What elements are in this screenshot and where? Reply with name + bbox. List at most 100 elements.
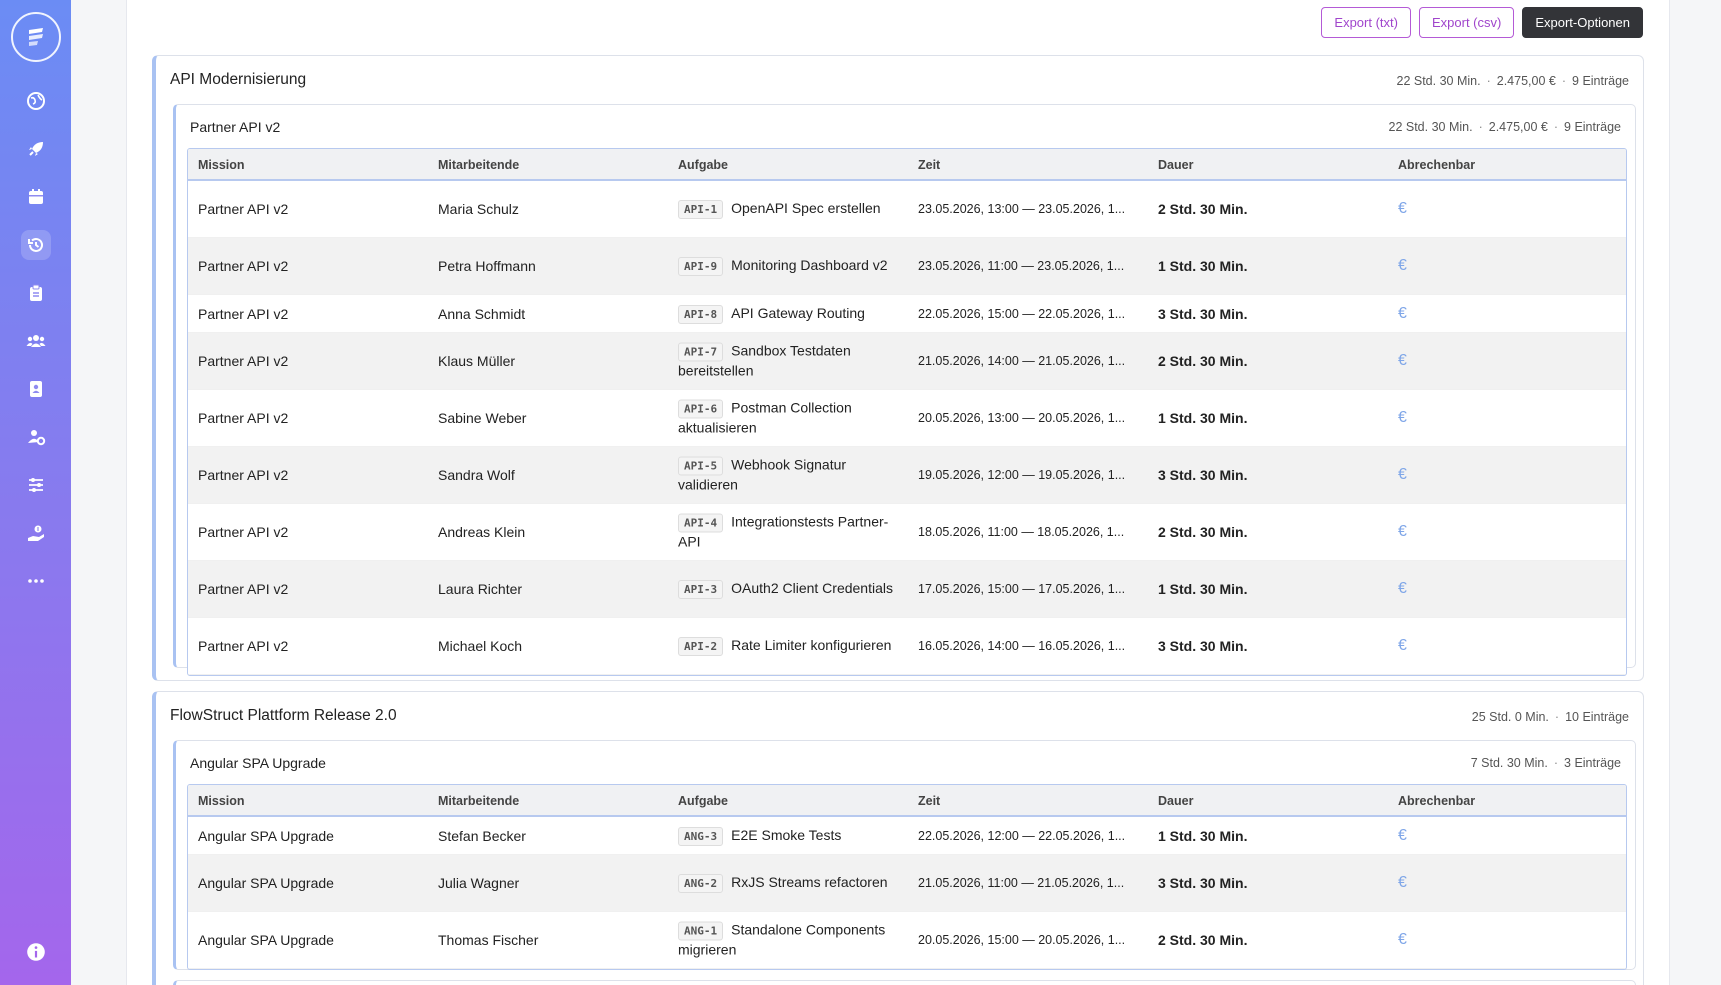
task-key-badge[interactable]: API-8 [678,304,724,324]
member-cell: Laura Richter [438,581,523,597]
subproject-duration: 22 Std. 30 Min. [1388,120,1473,134]
project-duration: 25 Std. 0 Min. [1471,710,1549,724]
column-header[interactable]: Abrechenbar [1398,794,1476,808]
column-header[interactable]: Zeit [918,794,941,808]
time-entries-table: Mission Mitarbeitende Aufgabe Zeit Dauer Abre… [187,784,1627,970]
table-row[interactable]: Partner API v2 Sandra Wolf API-5 Webhook Si… [188,447,1626,504]
time-cell: 23.05.2026, 11:00 — 23.05.2026, 1... [918,259,1125,273]
billable-icon[interactable]: € [1398,637,1407,654]
column-header[interactable]: Mitarbeitende [438,794,520,808]
billable-icon[interactable]: € [1398,257,1407,274]
task-cell: API-3 OAuth2 Client Credentials [678,579,898,599]
member-cell: Sabine Weber [438,410,527,426]
column-header[interactable]: Aufgabe [678,794,728,808]
billable-icon[interactable]: € [1398,304,1407,322]
task-key-badge[interactable]: API-5 [678,456,724,476]
time-cell: 22.05.2026, 12:00 — 22.05.2026, 1... [918,828,1126,843]
time-cell: 22.05.2026, 15:00 — 22.05.2026, 1... [918,306,1126,321]
column-header[interactable]: Aufgabe [678,158,728,172]
column-header[interactable]: Abrechenbar [1398,158,1476,172]
task-key-badge[interactable]: API-7 [678,342,724,362]
column-header[interactable]: Dauer [1158,794,1194,808]
table-row[interactable]: Partner API v2 Laura Richter API-3 OAuth2 C… [188,561,1626,618]
task-key-badge[interactable]: API-6 [678,399,724,419]
nav-history[interactable] [20,230,51,260]
contact-book-icon [29,381,42,397]
member-cell: Anna Schmidt [438,305,526,322]
billable-icon[interactable]: € [1398,826,1407,844]
mission-cell: Partner API v2 [198,201,289,217]
export-csv-button[interactable]: Export (csv) [1418,7,1515,38]
task-key-badge[interactable]: ANG-3 [678,826,724,846]
time-cell: 19.05.2026, 12:00 — 19.05.2026, 1... [918,468,1126,482]
nav-user-settings[interactable] [21,422,51,452]
nav-team[interactable] [21,326,51,356]
table-row[interactable]: Partner API v2 Klaus Müller API-7 Sandbox T… [188,333,1626,390]
billable-icon[interactable]: € [1398,466,1407,483]
task-key-badge[interactable]: API-2 [678,637,724,656]
column-header[interactable]: Zeit [918,158,941,172]
table-row[interactable]: Angular SPA Upgrade Thomas Fischer ANG-1 St… [188,912,1626,969]
nav-calendar[interactable] [21,182,51,212]
column-header[interactable]: Mission [198,794,245,808]
member-cell: Michael Koch [438,638,523,654]
nav-more[interactable] [21,566,51,596]
task-key-badge[interactable]: API-1 [678,200,724,219]
task-title: Rate Limiter konfigurieren [731,637,892,653]
nav-clipboard[interactable] [21,278,51,308]
table-row[interactable]: Partner API v2 Anna Schmidt API-8 API Gatew… [188,295,1626,333]
table-row[interactable]: Angular SPA Upgrade Stefan Becker ANG-3 E2E… [188,817,1626,855]
column-header[interactable]: Mission [198,158,245,172]
duration-cell: 1 Std. 30 Min. [1158,410,1248,426]
mission-cell: Partner API v2 [198,353,289,369]
table-row[interactable]: Partner API v2 Petra Hoffmann API-9 Monitor… [188,238,1626,295]
nav-rocket[interactable] [21,134,51,164]
task-title: Webhook Signatur validieren [678,456,847,493]
mission-cell: Angular SPA Upgrade [198,875,334,891]
project-summary: 25 Std. 0 Min. · 10 Einträge [1471,710,1629,724]
task-key-badge[interactable]: API-4 [678,513,724,533]
billable-icon[interactable]: € [1398,931,1407,948]
billable-icon[interactable]: € [1398,352,1407,369]
subproject-group: Partner API v2 22 Std. 30 Min. · 2.475,00 … [173,104,1636,676]
nav-finance[interactable] [21,518,51,548]
task-cell: API-7 Sandbox Testdaten bereitstellen [678,342,898,381]
task-title: Postman Collection aktualisieren [678,399,852,436]
nav-contacts[interactable] [21,374,51,404]
table-row[interactable]: Angular SPA Upgrade Julia Wagner ANG-2 RxJS… [188,855,1626,912]
task-key-badge[interactable]: API-9 [678,257,724,276]
clipboard-icon [29,284,42,301]
calendar-icon [28,189,43,204]
nav-globe[interactable] [21,86,51,116]
billable-icon[interactable]: € [1398,200,1407,217]
billable-icon[interactable]: € [1398,580,1407,597]
time-cell: 18.05.2026, 11:00 — 18.05.2026, 1... [918,525,1125,539]
column-header[interactable]: Mitarbeitende [438,158,520,172]
time-entries-table: Mission Mitarbeitende Aufgabe Zeit Dauer Abre… [187,148,1627,676]
project-entries: 10 Einträge [1565,710,1629,724]
table-row[interactable]: Partner API v2 Andreas Klein API-4 Integrat… [188,504,1626,561]
duration-cell: 3 Std. 30 Min. [1158,875,1248,891]
nav-sliders[interactable] [21,470,51,500]
project-summary: 22 Std. 30 Min. · 2.475,00 € · 9 Einträge [1396,74,1630,88]
task-title: RxJS Streams refactoren [731,874,888,890]
table-row[interactable]: Partner API v2 Sabine Weber API-6 Postman C… [188,390,1626,447]
member-cell: Thomas Fischer [438,932,539,948]
export-txt-button[interactable]: Export (txt) [1321,7,1411,38]
task-key-badge[interactable]: ANG-1 [678,921,724,941]
task-key-badge[interactable]: API-3 [678,580,724,599]
main-content: Export (txt) Export (csv) Export-Optione… [126,0,1670,985]
table-row[interactable]: Partner API v2 Michael Koch API-2 Rate Limi… [188,618,1626,675]
task-title: Standalone Components migrieren [678,921,886,958]
info-button[interactable] [25,941,47,963]
task-key-badge[interactable]: ANG-2 [678,874,724,893]
billable-icon[interactable]: € [1398,874,1407,891]
table-row[interactable]: Partner API v2 Maria Schulz API-1 OpenAPI S… [188,181,1626,238]
app-logo[interactable] [10,12,61,62]
billable-icon[interactable]: € [1398,409,1407,426]
billable-icon[interactable]: € [1398,523,1407,540]
export-options-button[interactable]: Export-Optionen [1522,7,1643,38]
time-cell: 20.05.2026, 13:00 — 20.05.2026, 1... [918,411,1126,425]
column-header[interactable]: Dauer [1158,158,1194,172]
duration-cell: 3 Std. 30 Min. [1158,305,1248,322]
